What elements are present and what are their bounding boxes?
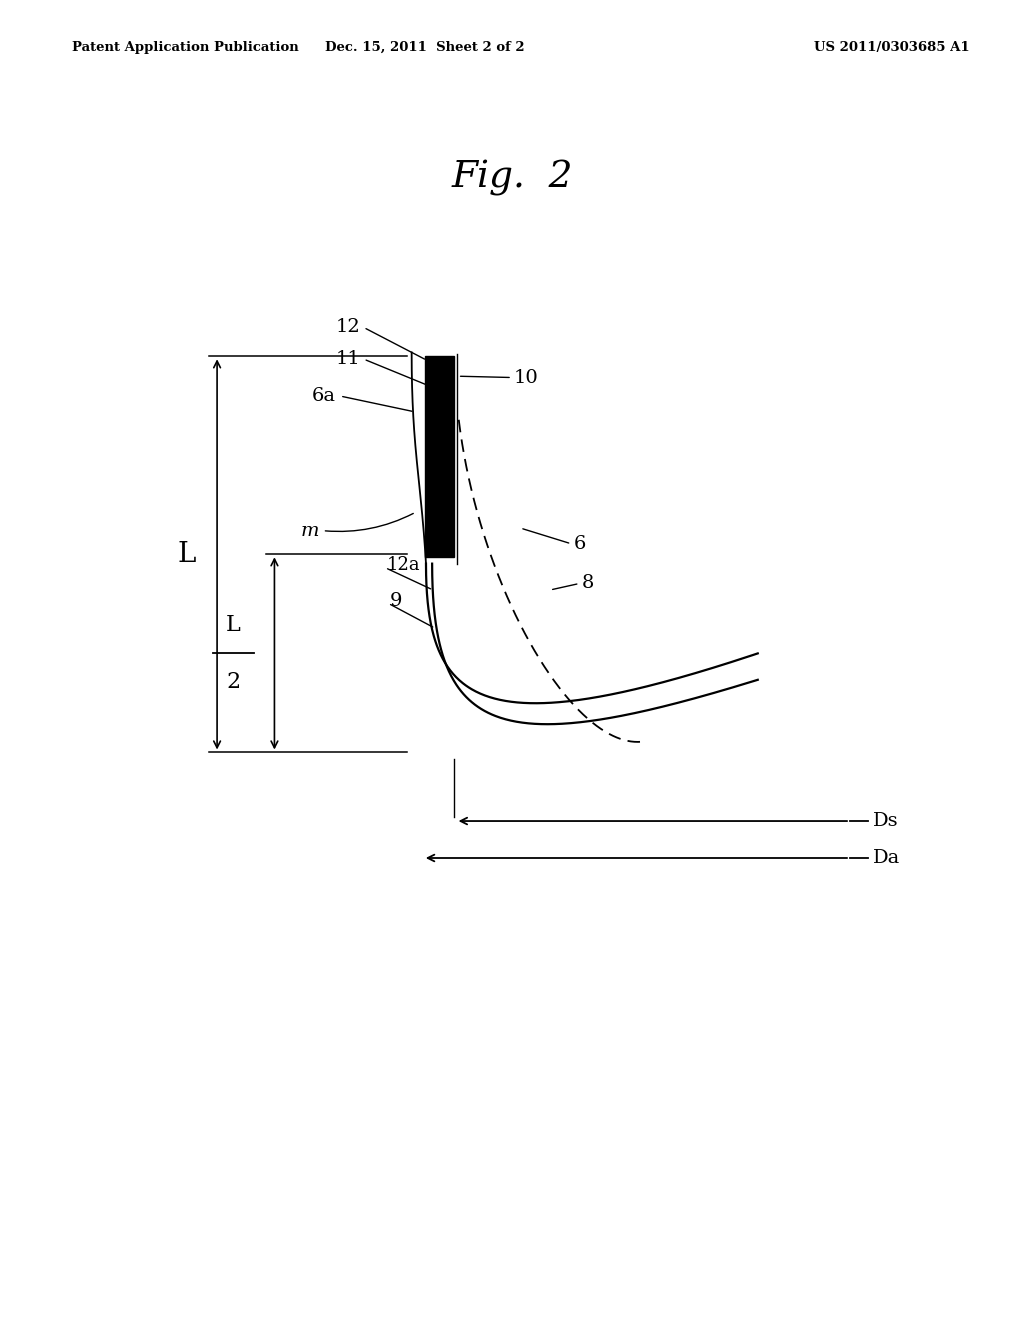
Text: 12a: 12a	[387, 556, 421, 574]
Text: Fig.  2: Fig. 2	[452, 160, 572, 197]
Text: L: L	[226, 614, 241, 636]
Text: 6a: 6a	[312, 387, 336, 405]
Bar	[425, 356, 454, 557]
Text: 2: 2	[226, 671, 241, 693]
Text: Dec. 15, 2011  Sheet 2 of 2: Dec. 15, 2011 Sheet 2 of 2	[326, 41, 524, 54]
Text: 9: 9	[390, 591, 402, 610]
Text: 6: 6	[573, 535, 586, 553]
Text: Ds: Ds	[872, 812, 898, 830]
Text: US 2011/0303685 A1: US 2011/0303685 A1	[814, 41, 970, 54]
Text: 8: 8	[582, 574, 594, 593]
Text: Patent Application Publication: Patent Application Publication	[72, 41, 298, 54]
Text: 10: 10	[514, 368, 539, 387]
Text: L: L	[177, 541, 196, 568]
Text: 12: 12	[336, 318, 360, 337]
Text: m: m	[301, 521, 319, 540]
Text: Da: Da	[872, 849, 900, 867]
Text: 11: 11	[336, 350, 360, 368]
